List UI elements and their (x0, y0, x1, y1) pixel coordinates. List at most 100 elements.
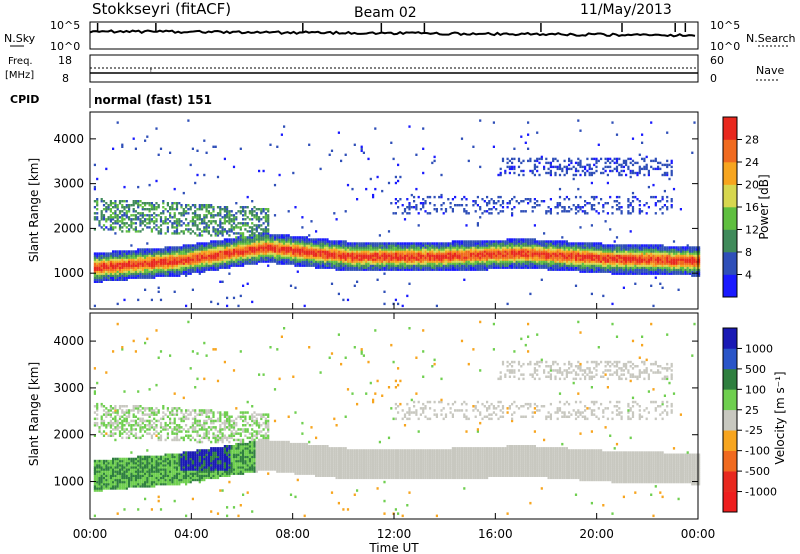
power-cell (228, 252, 231, 255)
power-cell (508, 171, 511, 175)
power-cell (114, 250, 117, 253)
power-cell (654, 272, 657, 275)
power-cell (139, 268, 142, 271)
power-cell (442, 254, 445, 257)
power-cell (128, 228, 131, 231)
power-cell (207, 268, 210, 271)
power-cell (230, 250, 233, 253)
power-cell (463, 244, 466, 247)
power-cell (568, 266, 571, 269)
power-cell (128, 270, 131, 273)
power-cell (191, 220, 194, 223)
power-cell (533, 238, 536, 241)
power-cell (456, 240, 459, 243)
power-cell (212, 226, 215, 229)
power-cell (463, 262, 466, 265)
power-cell (153, 252, 156, 255)
power-cell (351, 266, 354, 269)
power-cell (253, 250, 256, 253)
power-cell (248, 230, 251, 233)
power-cell (483, 258, 486, 261)
power-cell (333, 246, 336, 249)
power-cell (454, 252, 457, 255)
power-cell (312, 246, 315, 249)
power-cell (597, 248, 600, 251)
power-cell (650, 250, 653, 253)
power-cell (330, 248, 334, 251)
power-cell (652, 272, 655, 275)
power-cell (545, 252, 548, 255)
power-cell (344, 260, 347, 263)
power-cell (511, 258, 514, 261)
power-cell (134, 268, 137, 271)
power-cell (301, 250, 304, 253)
power-cell (294, 238, 297, 241)
power-cell (333, 260, 336, 263)
power-cell (631, 206, 635, 209)
power-cell (144, 248, 147, 251)
power-cell (397, 179, 400, 183)
power-cell (330, 149, 334, 152)
power-cell (102, 256, 106, 259)
power-cell (577, 244, 580, 247)
power-cell (137, 185, 140, 189)
power-cell (130, 272, 133, 275)
power-cell (262, 244, 265, 247)
power-cell (203, 248, 206, 251)
power-cell (317, 258, 320, 261)
power-cell (433, 208, 436, 211)
power-cell (221, 258, 224, 261)
power-cell (577, 262, 580, 265)
power-cell (374, 266, 377, 269)
power-cell (216, 232, 220, 235)
power-cell (511, 246, 514, 249)
power-cell (483, 262, 486, 265)
power-cell (141, 222, 144, 225)
power-cell (645, 155, 648, 159)
power-cell (565, 165, 568, 169)
power-cell (175, 222, 179, 225)
power-cell (130, 268, 133, 271)
power-cell (479, 264, 482, 267)
power-cell (470, 254, 473, 257)
power-cell (531, 171, 534, 175)
power-cell (207, 266, 210, 269)
power-cell (269, 238, 272, 241)
power-cell (570, 159, 573, 163)
power-cell (333, 266, 336, 269)
power-cell (285, 250, 288, 253)
power-cell (239, 242, 242, 245)
power-cell (246, 250, 249, 253)
power-cell (96, 276, 99, 279)
power-cell (180, 256, 183, 259)
power-cell (476, 262, 479, 265)
power-cell (114, 212, 117, 215)
power-cell (577, 163, 580, 167)
power-cell (385, 250, 388, 253)
power-cell (365, 260, 368, 263)
power-cell (326, 256, 329, 259)
power-cell (253, 248, 256, 251)
power-cell (367, 264, 370, 267)
power-cell (650, 272, 653, 275)
power-cell (513, 165, 516, 169)
power-cell (524, 242, 527, 245)
power-cell (228, 262, 231, 265)
power-cell (273, 254, 277, 257)
power-cell (547, 161, 550, 165)
power-cell (440, 258, 443, 261)
power-cell (278, 256, 281, 259)
power-cell (335, 252, 338, 255)
power-cell (654, 270, 657, 273)
power-cell (96, 262, 99, 265)
power-cell (210, 268, 213, 271)
power-cell (134, 200, 137, 203)
power-cell (574, 173, 578, 177)
power-cell (659, 258, 662, 261)
power-cell (116, 264, 119, 267)
power-cell (641, 260, 644, 263)
power-cell (251, 230, 254, 233)
power-cell (385, 260, 388, 263)
power-cell (387, 242, 391, 245)
power-cell (417, 268, 420, 271)
